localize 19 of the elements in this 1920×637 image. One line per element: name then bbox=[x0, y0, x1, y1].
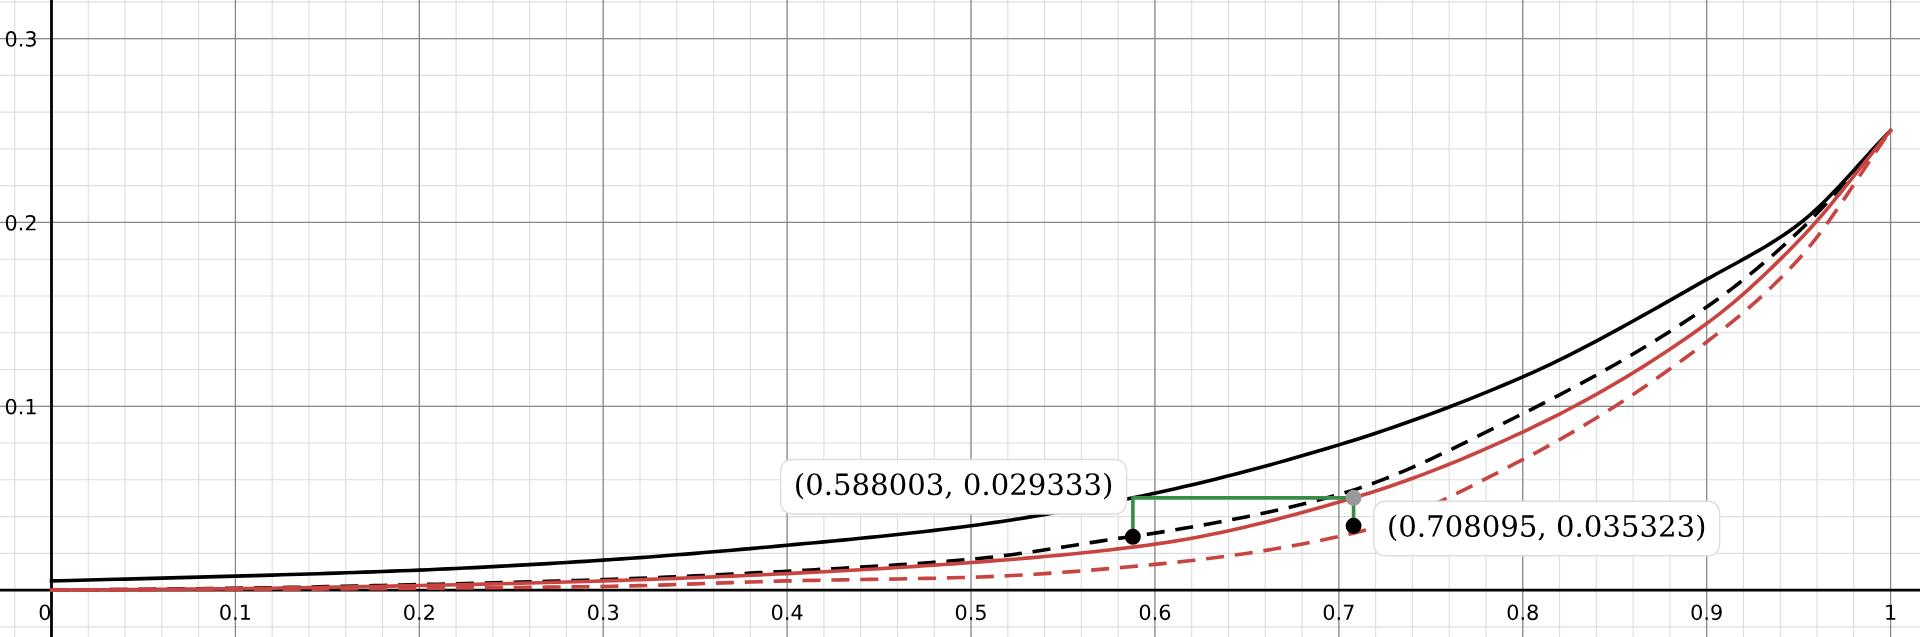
x-tick-label: 0.7 bbox=[1323, 604, 1354, 621]
point bbox=[1345, 489, 1362, 506]
y-tick-label: 0.3 bbox=[5, 31, 36, 47]
x-tick-label: 0.2 bbox=[404, 604, 434, 621]
x-tick-label: 1 bbox=[1886, 604, 1896, 620]
point bbox=[1345, 517, 1362, 534]
x-tick-label: 0 bbox=[39, 604, 51, 621]
x-tick-label: 0.6 bbox=[1139, 604, 1171, 621]
x-tick-label: 0.5 bbox=[955, 604, 986, 621]
y-tick-label: 0.1 bbox=[5, 398, 36, 415]
x-tick-label: 0.3 bbox=[588, 604, 619, 621]
x-tick-label: 0.9 bbox=[1691, 604, 1722, 621]
x-tick-label: 0.4 bbox=[771, 604, 803, 621]
annotation: (0.588003, 0.029333) bbox=[796, 472, 1112, 500]
annotation: (0.708095, 0.035323) bbox=[1389, 514, 1705, 542]
point bbox=[1124, 528, 1141, 545]
x-tick-label: 0.1 bbox=[220, 604, 251, 621]
y-tick-label: 0.2 bbox=[5, 214, 36, 231]
x-tick-label: 0.8 bbox=[1507, 604, 1538, 621]
